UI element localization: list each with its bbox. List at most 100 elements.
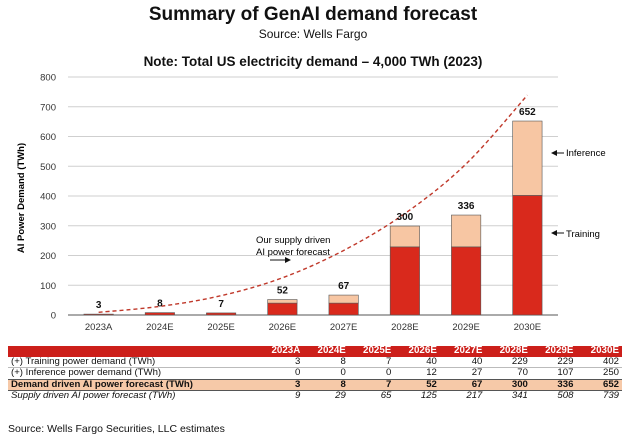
table-cell: 739 — [602, 390, 619, 402]
table-row: Supply driven AI power forecast (TWh) 9 … — [8, 391, 622, 402]
table-cell: 7 — [348, 356, 395, 369]
row-label: (+) Training power demand (TWh) — [8, 356, 258, 369]
table-cell: 217 — [466, 390, 483, 402]
table-header-label — [8, 346, 258, 357]
data-label-total: 67 — [338, 281, 350, 292]
table-cell: 27 — [471, 367, 483, 379]
table-cell: 508 — [557, 390, 574, 402]
table-cell: 0 — [340, 367, 346, 379]
table-cell: 70 — [517, 367, 528, 379]
table-col-header: 2023A — [257, 345, 304, 357]
table-cell: 40 — [439, 356, 486, 369]
data-label-total: 52 — [277, 286, 289, 297]
row-label: Demand driven AI power forecast (TWh) — [8, 378, 258, 392]
supply-annotation-line2: AI power forecast — [256, 247, 330, 258]
y-tick-label: 200 — [40, 251, 56, 262]
bar-training — [512, 195, 543, 316]
table-cell: 300 — [485, 378, 531, 392]
table-cell: 336 — [530, 378, 577, 392]
x-tick-label: 2030E — [514, 322, 541, 333]
table-cell: 652 — [576, 378, 622, 392]
y-tick-label: 300 — [40, 221, 56, 232]
y-tick-label: 600 — [40, 132, 56, 143]
table-cell: 8 — [303, 356, 349, 369]
table-cell: 250 — [602, 367, 619, 379]
table-cell: 52 — [394, 378, 440, 392]
supply-forecast-curve — [98, 94, 528, 314]
y-tick-label: 800 — [40, 73, 56, 84]
table-col-header: 2029E — [530, 345, 577, 357]
bar-inference — [328, 294, 359, 304]
y-tick-label: 700 — [40, 102, 56, 113]
table-cell: 67 — [439, 378, 486, 392]
bar-training — [328, 302, 359, 316]
bar-training — [451, 246, 482, 316]
x-tick-label: 2023A — [85, 322, 113, 333]
table-cell: 229 — [530, 356, 577, 369]
y-tick-label: 400 — [40, 192, 56, 203]
table-header-row: 2023A 2024E 2025E 2026E 2027E 2028E 2029… — [8, 345, 622, 357]
table-cell: 0 — [386, 367, 392, 379]
x-tick-label: 2029E — [452, 322, 479, 333]
table-cell: 40 — [394, 356, 440, 369]
x-tick-label: 2027E — [330, 322, 357, 333]
x-tick-label: 2026E — [269, 322, 296, 333]
table-cell: 402 — [576, 356, 622, 369]
x-tick-label: 2028E — [391, 322, 418, 333]
table-col-header: 2027E — [439, 345, 486, 357]
table-cell: 7 — [348, 378, 395, 392]
footer-source: Source: Wells Fargo Securities, LLC esti… — [8, 423, 225, 435]
table-col-header: 2024E — [303, 345, 349, 357]
inference-annotation: Inference — [566, 148, 606, 159]
table-cell: 3 — [257, 356, 304, 369]
data-label-total: 3 — [96, 300, 102, 311]
table-col-header: 2026E — [394, 345, 440, 357]
chart-source: Source: Wells Fargo — [258, 27, 368, 41]
table-cell: 29 — [335, 390, 346, 402]
supply-annotation-line1: Our supply driven — [256, 235, 330, 246]
bar-training — [83, 313, 114, 316]
chart-note: Note: Total US electricity demand – 4,00… — [143, 54, 483, 69]
table-cell: 65 — [380, 390, 392, 402]
table-col-header: 2028E — [485, 345, 531, 357]
table-cell: 0 — [294, 367, 301, 379]
training-annotation: Training — [566, 229, 600, 240]
y-tick-label: 0 — [51, 311, 56, 322]
bar-training — [206, 312, 237, 316]
table-cell: 8 — [303, 378, 349, 392]
bar-inference — [451, 214, 482, 248]
table-cell: 12 — [426, 367, 437, 379]
table-col-header: 2030E — [576, 345, 622, 357]
bar-inference — [512, 120, 543, 196]
bar-training — [267, 302, 298, 316]
table-cell: 229 — [485, 356, 531, 369]
table-cell: 107 — [557, 367, 574, 379]
table-cell: 9 — [294, 390, 301, 402]
data-label-total: 8 — [157, 299, 163, 310]
bar-inference — [267, 299, 298, 304]
y-tick-label: 500 — [40, 162, 56, 173]
data-label-total: 652 — [519, 107, 536, 118]
table-cell: 125 — [420, 390, 437, 402]
data-label-total: 336 — [458, 201, 475, 212]
data-label-total: 300 — [397, 212, 414, 223]
chart-title: Summary of GenAI demand forecast — [148, 4, 478, 25]
bar-training — [144, 312, 175, 316]
table-cell: 3 — [257, 378, 304, 392]
x-tick-label: 2024E — [146, 322, 173, 333]
row-label: Supply driven AI power forecast (TWh) — [11, 390, 176, 402]
table-col-header: 2025E — [348, 345, 395, 357]
table-row-highlight: Demand driven AI power forecast (TWh) 3 … — [8, 378, 622, 392]
y-axis-label: AI Power Demand (TWh) — [16, 143, 27, 253]
x-tick-label: 2025E — [207, 322, 234, 333]
y-tick-label: 100 — [40, 281, 56, 292]
data-label-total: 7 — [218, 299, 224, 310]
demand-chart: 0 100 200 300 400 500 600 700 800 2023A 2024E 2025… — [16, 73, 606, 334]
row-label: (+) Inference power demand (TWh) — [11, 367, 162, 379]
bar-inference — [389, 225, 420, 248]
table-row: (+) Inference power demand (TWh) 0 0 0 1… — [8, 368, 622, 380]
table-row: (+) Training power demand (TWh) 3 8 7 40… — [8, 356, 622, 369]
forecast-table: 2023A 2024E 2025E 2026E 2027E 2028E 2029… — [8, 345, 622, 402]
bar-training — [389, 246, 420, 316]
table-cell: 341 — [511, 390, 528, 402]
